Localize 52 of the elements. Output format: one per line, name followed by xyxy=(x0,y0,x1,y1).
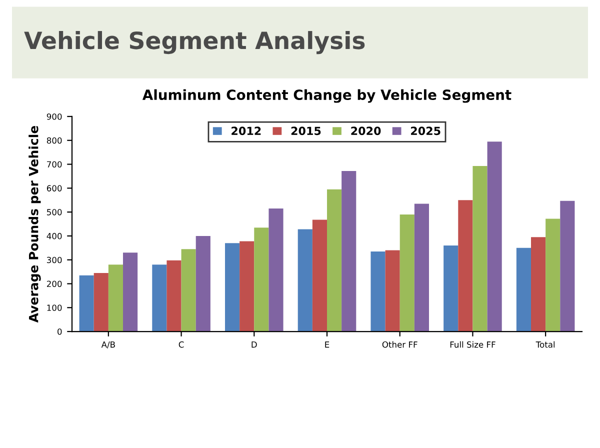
bar xyxy=(414,204,429,332)
x-tick-label: E xyxy=(325,342,330,348)
y-tick-label: 500 xyxy=(47,209,62,216)
bar xyxy=(298,229,312,332)
legend-label: 2020 xyxy=(351,126,381,136)
x-tick-label: Total xyxy=(536,341,555,348)
bar xyxy=(240,241,254,332)
bar xyxy=(327,189,342,332)
bar xyxy=(123,252,138,332)
x-tick-label: C xyxy=(178,341,184,348)
bar xyxy=(487,142,502,332)
bar xyxy=(196,236,210,332)
legend-label: 2015 xyxy=(291,126,321,136)
bar xyxy=(531,237,546,332)
bar xyxy=(181,249,196,332)
x-tick-label: A/B xyxy=(101,342,115,348)
bar xyxy=(516,248,531,332)
bar xyxy=(444,246,458,332)
y-tick-label: 900 xyxy=(46,113,62,120)
bar xyxy=(342,170,356,332)
x-tick-label: Other FF xyxy=(382,341,418,348)
bar xyxy=(268,208,284,332)
y-tick-label: 0 xyxy=(58,328,62,335)
legend-label: 2012 xyxy=(232,126,261,136)
bar xyxy=(108,264,123,332)
x-tick-label: Full Size FF xyxy=(450,341,496,348)
bar xyxy=(370,251,386,332)
bar xyxy=(472,166,488,332)
bar xyxy=(400,214,414,332)
y-axis-title: Average Pounds per Vehicle xyxy=(28,126,41,323)
y-tick-label: 200 xyxy=(46,280,62,288)
x-tick-label: D xyxy=(252,342,257,348)
bar xyxy=(546,218,560,332)
y-tick-label: 100 xyxy=(47,304,62,311)
legend-label: 2025 xyxy=(411,126,440,136)
bar xyxy=(458,200,473,332)
y-tick-label: 800 xyxy=(46,137,62,144)
bar xyxy=(254,228,269,332)
bar xyxy=(166,260,182,332)
bar xyxy=(560,200,575,332)
y-tick-label: 300 xyxy=(47,256,62,264)
y-tick-label: 600 xyxy=(46,185,62,192)
bar xyxy=(79,275,94,332)
y-tick-label: 700 xyxy=(47,161,62,168)
chart-subtitle: Aluminum Content Change by Vehicle Segment xyxy=(142,89,512,103)
chart-title: Vehicle Segment Analysis xyxy=(24,31,365,54)
bar xyxy=(225,243,240,332)
bar xyxy=(152,264,167,332)
bar xyxy=(94,272,108,332)
bar xyxy=(312,220,327,332)
bar xyxy=(385,250,400,332)
y-tick-label: 400 xyxy=(46,232,62,240)
